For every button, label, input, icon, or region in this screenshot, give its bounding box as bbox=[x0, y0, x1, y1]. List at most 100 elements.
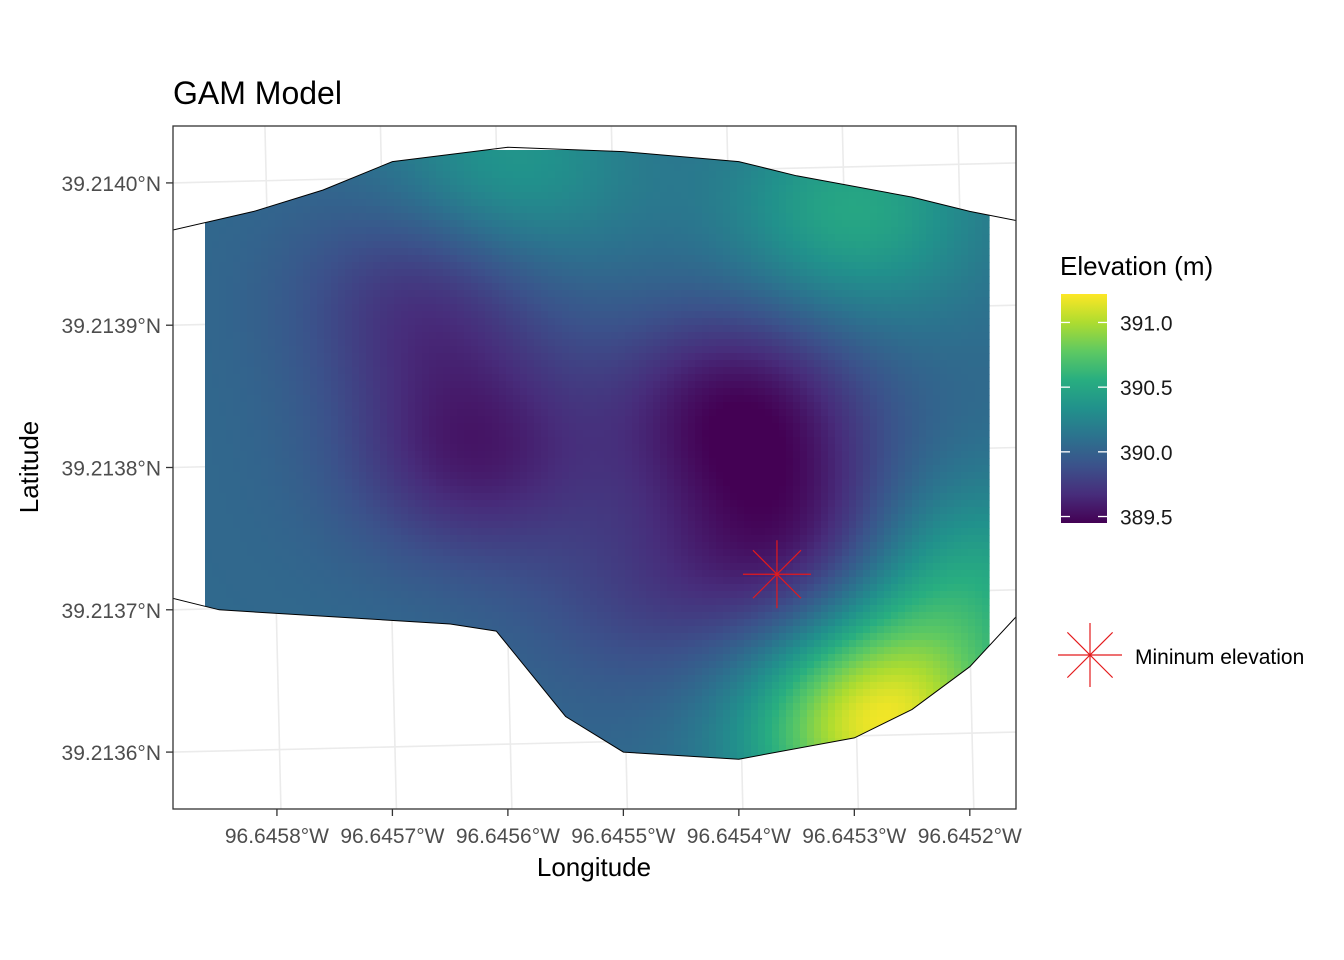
raster-cell bbox=[632, 353, 640, 361]
raster-cell bbox=[492, 458, 500, 466]
raster-cell bbox=[604, 220, 612, 228]
raster-cell bbox=[926, 297, 934, 305]
raster-cell bbox=[478, 325, 486, 333]
raster-cell bbox=[373, 416, 381, 424]
raster-cell bbox=[247, 311, 255, 319]
raster-cell bbox=[842, 185, 850, 193]
raster-cell bbox=[331, 220, 339, 228]
raster-cell bbox=[240, 304, 248, 312]
raster-cell bbox=[366, 171, 374, 179]
raster-cell bbox=[373, 325, 381, 333]
raster-cell bbox=[289, 325, 297, 333]
raster-cell bbox=[772, 199, 780, 207]
raster-cell bbox=[408, 171, 416, 179]
raster-cell bbox=[786, 283, 794, 291]
raster-cell bbox=[744, 304, 752, 312]
raster-cell bbox=[205, 269, 213, 277]
raster-cell bbox=[576, 374, 584, 382]
raster-cell bbox=[541, 325, 549, 333]
raster-cell bbox=[226, 381, 234, 389]
raster-cell bbox=[674, 206, 682, 214]
raster-cell bbox=[905, 360, 913, 368]
raster-cell bbox=[639, 213, 647, 221]
raster-cell bbox=[751, 241, 759, 249]
raster-cell bbox=[982, 241, 990, 249]
raster-cell bbox=[870, 346, 878, 354]
raster-cell bbox=[961, 381, 969, 389]
raster-cell bbox=[499, 451, 507, 459]
raster-cell bbox=[919, 353, 927, 361]
raster-cell bbox=[709, 332, 717, 340]
raster-cell bbox=[912, 367, 920, 375]
raster-cell bbox=[779, 395, 787, 403]
raster-cell bbox=[646, 234, 654, 242]
raster-cell bbox=[744, 346, 752, 354]
raster-cell bbox=[338, 283, 346, 291]
raster-cell bbox=[786, 395, 794, 403]
raster-cell bbox=[765, 318, 773, 326]
raster-cell bbox=[401, 311, 409, 319]
raster-cell bbox=[555, 458, 563, 466]
raster-cell bbox=[387, 276, 395, 284]
raster-cell bbox=[317, 437, 325, 445]
raster-cell bbox=[562, 311, 570, 319]
raster-cell bbox=[268, 332, 276, 340]
raster-cell bbox=[891, 255, 899, 263]
raster-cell bbox=[723, 430, 731, 438]
raster-cell bbox=[422, 416, 430, 424]
raster-cell bbox=[492, 416, 500, 424]
raster-cell bbox=[408, 213, 416, 221]
raster-cell bbox=[667, 192, 675, 200]
raster-cell bbox=[506, 297, 514, 305]
raster-cell bbox=[485, 311, 493, 319]
raster-cell bbox=[667, 297, 675, 305]
raster-cell bbox=[968, 416, 976, 424]
raster-cell bbox=[702, 297, 710, 305]
raster-cell bbox=[464, 388, 472, 396]
raster-cell bbox=[569, 262, 577, 270]
raster-cell bbox=[842, 297, 850, 305]
raster-cell bbox=[842, 262, 850, 270]
raster-cell bbox=[233, 353, 241, 361]
raster-cell bbox=[338, 423, 346, 431]
raster-cell bbox=[387, 185, 395, 193]
raster-cell bbox=[954, 423, 962, 431]
raster-cell bbox=[548, 206, 556, 214]
raster-cell bbox=[681, 346, 689, 354]
raster-cell bbox=[275, 437, 283, 445]
raster-cell bbox=[933, 248, 941, 256]
raster-cell bbox=[492, 206, 500, 214]
raster-cell bbox=[723, 185, 731, 193]
raster-cell bbox=[674, 311, 682, 319]
raster-cell bbox=[940, 311, 948, 319]
raster-cell bbox=[275, 325, 283, 333]
raster-cell bbox=[884, 444, 892, 452]
raster-cell bbox=[821, 241, 829, 249]
raster-cell bbox=[947, 325, 955, 333]
raster-cell bbox=[590, 346, 598, 354]
raster-cell bbox=[555, 360, 563, 368]
raster-cell bbox=[359, 381, 367, 389]
raster-cell bbox=[394, 234, 402, 242]
raster-cell bbox=[380, 269, 388, 277]
raster-cell bbox=[576, 213, 584, 221]
raster-cell bbox=[765, 199, 773, 207]
raster-cell bbox=[562, 213, 570, 221]
raster-cell bbox=[674, 353, 682, 361]
raster-cell bbox=[611, 234, 619, 242]
raster-cell bbox=[268, 395, 276, 403]
raster-cell bbox=[394, 311, 402, 319]
raster-cell bbox=[219, 248, 227, 256]
raster-cell bbox=[226, 332, 234, 340]
raster-cell bbox=[590, 388, 598, 396]
raster-cell bbox=[793, 199, 801, 207]
raster-cell bbox=[541, 150, 549, 158]
raster-cell bbox=[982, 339, 990, 347]
raster-cell bbox=[275, 241, 283, 249]
raster-cell bbox=[324, 388, 332, 396]
raster-cell bbox=[226, 241, 234, 249]
raster-cell bbox=[569, 297, 577, 305]
raster-cell bbox=[604, 269, 612, 277]
raster-cell bbox=[737, 360, 745, 368]
raster-cell bbox=[562, 255, 570, 263]
